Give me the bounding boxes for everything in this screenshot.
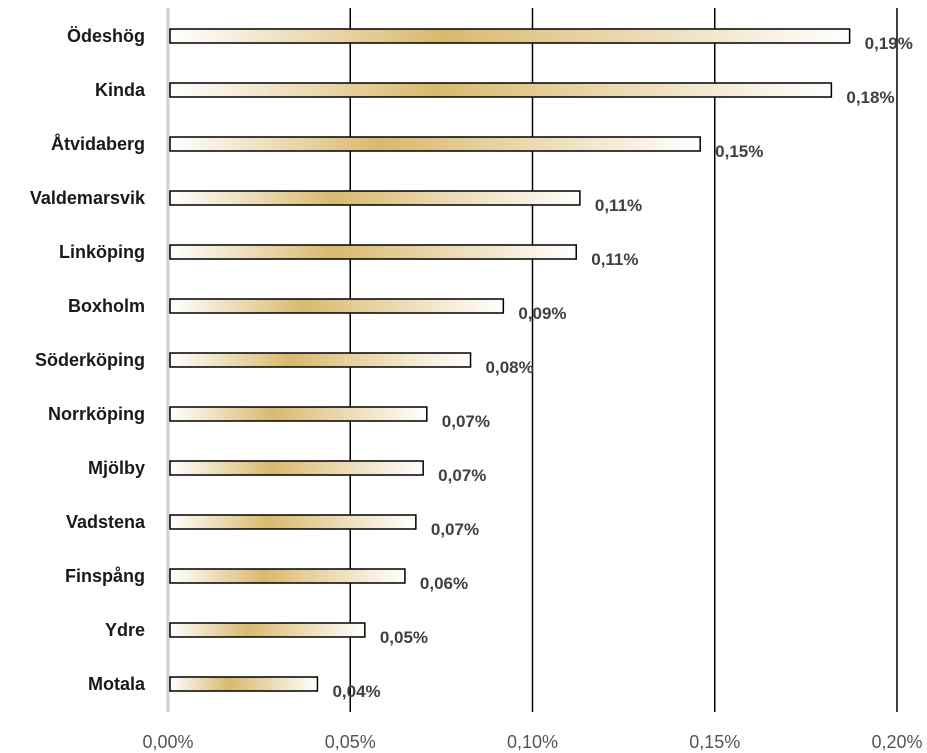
category-label: Boxholm <box>68 296 145 316</box>
category-label: Finspång <box>65 566 145 586</box>
data-label: 0,04% <box>332 682 380 701</box>
labels: 0,00% 0,05% 0,10% 0,15% 0,20% Ödeshög 0,19% Kin… <box>30 26 923 752</box>
bar <box>169 352 472 368</box>
bar <box>169 190 581 206</box>
data-label: 0,07% <box>442 412 490 431</box>
category-label: Kinda <box>95 80 146 100</box>
bar <box>169 622 366 638</box>
data-label: 0,19% <box>865 34 913 53</box>
data-label: 0,06% <box>420 574 468 593</box>
category-label: Motala <box>88 674 146 694</box>
category-label: Ödeshög <box>67 26 145 46</box>
bar <box>169 298 505 314</box>
data-label: 0,11% <box>595 196 642 215</box>
x-tick-label: 0,05% <box>325 732 376 752</box>
bar <box>169 676 319 692</box>
category-label: Norrköping <box>48 404 145 424</box>
data-label: 0,07% <box>431 520 479 539</box>
data-label: 0,18% <box>846 88 894 107</box>
category-label: Vadstena <box>66 512 146 532</box>
category-label: Linköping <box>59 242 145 262</box>
category-label: Valdemarsvik <box>30 188 146 208</box>
bars <box>169 28 851 692</box>
data-label: 0,07% <box>438 466 486 485</box>
category-label: Ydre <box>105 620 145 640</box>
bar <box>169 460 424 476</box>
bar <box>169 28 851 44</box>
bar <box>169 136 701 152</box>
x-tick-label: 0,00% <box>142 732 193 752</box>
bar <box>169 406 428 422</box>
bar <box>169 244 577 260</box>
category-label: Åtvidaberg <box>51 134 145 154</box>
data-label: 0,11% <box>591 250 638 269</box>
x-tick-label: 0,10% <box>507 732 558 752</box>
bar <box>169 514 417 530</box>
data-label: 0,09% <box>518 304 566 323</box>
category-label: Söderköping <box>35 350 145 370</box>
bar <box>169 568 406 584</box>
category-label: Mjölby <box>88 458 145 478</box>
x-tick-label: 0,15% <box>689 732 740 752</box>
data-label: 0,15% <box>715 142 763 161</box>
x-tick-label: 0,20% <box>871 732 922 752</box>
data-label: 0,08% <box>486 358 534 377</box>
data-label: 0,05% <box>380 628 428 647</box>
gridlines <box>166 8 898 712</box>
bar <box>169 82 833 98</box>
